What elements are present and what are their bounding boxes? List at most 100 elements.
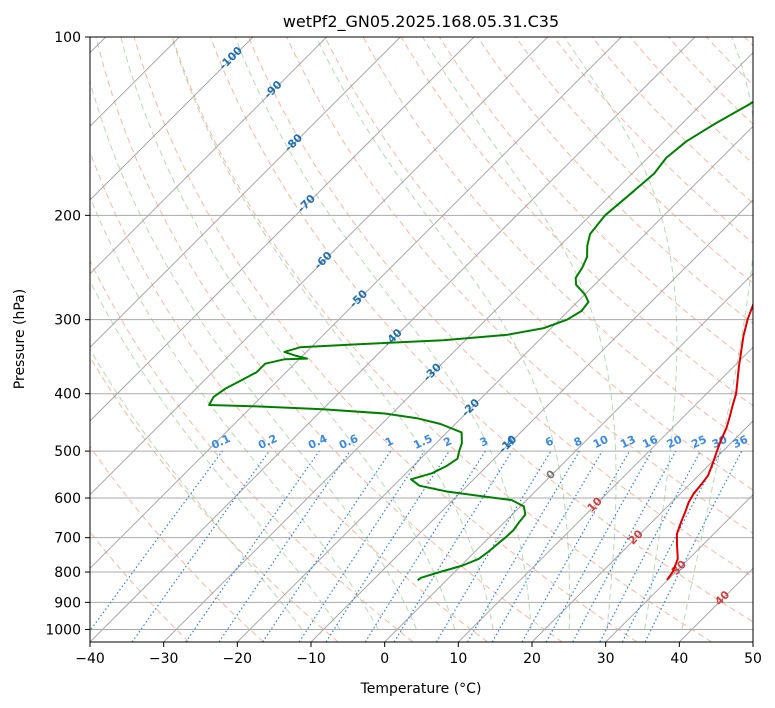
moist-adiabat-line xyxy=(315,37,570,630)
y-axis-title: Pressure (hPa) xyxy=(12,289,28,389)
mixing-ratio-label: 20 xyxy=(665,433,685,451)
dry-adiabat-line xyxy=(515,37,753,284)
mixing-ratio-label: 36 xyxy=(731,433,751,451)
isotherm-label: -80 xyxy=(282,131,305,154)
moist-adiabat-line xyxy=(234,37,532,630)
dry-adiabat-line xyxy=(95,37,563,642)
mixing-ratio-line xyxy=(218,450,351,642)
y-axis: 100 200 300 400 500 600 700 800 900 1000 xyxy=(45,30,90,638)
isotherm-label: 10 xyxy=(585,494,605,514)
isotherm-label: -90 xyxy=(261,78,284,101)
mixing-ratio-label: 25 xyxy=(689,433,708,451)
isotherm-line xyxy=(236,125,753,642)
dry-adiabat-line xyxy=(668,37,753,125)
mixing-ratio-line xyxy=(325,450,450,642)
y-tick-label: 500 xyxy=(54,444,81,460)
isotherm-label: -50 xyxy=(347,287,370,310)
x-tick-label: 10 xyxy=(449,651,467,667)
dry-adiabat-line xyxy=(90,531,190,642)
mixing-ratio-label: 3 xyxy=(478,434,490,449)
y-tick-label: 900 xyxy=(54,595,81,611)
isotherm-line xyxy=(310,199,753,642)
moist-adiabat-line xyxy=(171,37,494,630)
mixing-ratio-line xyxy=(364,450,486,642)
mixing-ratio-line xyxy=(572,450,677,642)
y-tick-label: 600 xyxy=(54,491,81,507)
x-tick-label: 20 xyxy=(523,651,541,667)
mixing-ratio-line xyxy=(185,450,320,642)
mixing-ratio-line xyxy=(131,450,270,642)
moist-adiabat-line xyxy=(90,79,417,630)
y-tick-label: 1000 xyxy=(45,622,81,638)
isotherm-line xyxy=(678,567,753,642)
mixing-ratio-label: 8 xyxy=(572,434,584,449)
isotherm-label: -30 xyxy=(421,360,444,383)
isotherm-label: 20 xyxy=(626,527,646,547)
mixing-ratio-label: 0.4 xyxy=(306,432,329,452)
x-axis: −40 −30 −20 −10 0 10 20 30 40 50 xyxy=(75,642,762,667)
moist-adiabat-line xyxy=(563,37,678,630)
y-tick-label: 100 xyxy=(54,30,81,46)
y-tick-label: 200 xyxy=(54,208,81,224)
dry-adiabat-line xyxy=(706,37,753,86)
dry-adiabat-line xyxy=(744,37,753,47)
isotherm-line xyxy=(90,37,696,642)
moist-adiabat-line xyxy=(90,196,379,630)
mixing-ratio-label: 1 xyxy=(383,434,395,449)
isotherm-label: -40 xyxy=(382,326,405,349)
dry-adiabat-line xyxy=(324,37,753,491)
mixing-ratio-line xyxy=(298,450,425,642)
x-axis-title: Temperature (°C) xyxy=(360,681,482,697)
temperature-profile-line xyxy=(666,302,753,581)
dry-adiabat-line xyxy=(133,37,638,642)
dry-adiabat-line xyxy=(90,259,414,642)
isotherm-label: 0 xyxy=(544,467,559,482)
isotherm-line xyxy=(90,37,328,275)
dry-adiabat-line xyxy=(248,37,753,578)
dry-adiabat-line xyxy=(553,37,753,244)
x-tick-label: 0 xyxy=(380,651,389,667)
x-tick-label: −40 xyxy=(75,651,105,667)
y-tick-label: 300 xyxy=(54,313,81,329)
background-lines xyxy=(90,37,753,642)
moist-adiabat-line xyxy=(90,280,341,630)
mixing-ratio-line xyxy=(466,450,580,642)
x-tick-label: 40 xyxy=(670,651,688,667)
moist-adiabat-line xyxy=(90,348,303,630)
chart-title: wetPf2_GN05.2025.168.05.31.C35 xyxy=(283,12,559,32)
moist-adiabat-line xyxy=(681,37,753,630)
mixing-ratio-label: 13 xyxy=(618,433,637,451)
dewpoint-profile-line xyxy=(208,100,753,582)
isotherm-label: 30 xyxy=(669,557,689,577)
mixing-ratio-label: 10 xyxy=(591,433,611,451)
mixing-ratio-line xyxy=(644,450,743,642)
mixing-ratio-label: 16 xyxy=(640,433,660,451)
mixing-ratio-line xyxy=(599,450,702,642)
mixing-ratio-line xyxy=(90,450,223,632)
y-tick-label: 800 xyxy=(54,565,81,581)
dry-adiabat-line xyxy=(171,37,712,642)
x-tick-label: −30 xyxy=(149,651,179,667)
isotherm-line xyxy=(605,493,753,642)
x-tick-label: −10 xyxy=(296,651,326,667)
moist-adiabat-line xyxy=(422,37,617,630)
isotherm-line xyxy=(457,346,753,642)
dry-adiabat-line xyxy=(210,37,753,623)
isotherm-line xyxy=(90,37,549,496)
isotherm-line xyxy=(90,37,401,349)
isotherm-line xyxy=(90,37,254,201)
x-tick-label: 30 xyxy=(597,651,615,667)
dry-adiabat-line xyxy=(90,445,264,642)
mixing-ratio-line xyxy=(521,450,631,642)
isotherm-label: -60 xyxy=(312,249,335,272)
isotherm-label: -100 xyxy=(216,44,245,73)
dry-adiabat-line xyxy=(591,37,753,204)
isotherm-line xyxy=(752,641,753,642)
isotherm-line xyxy=(531,420,753,642)
x-tick-label: −20 xyxy=(223,651,253,667)
data-series xyxy=(208,100,753,582)
mixing-ratio-label: 0.1 xyxy=(209,432,232,452)
x-tick-label: 50 xyxy=(744,651,762,667)
y-tick-label: 700 xyxy=(54,531,81,547)
